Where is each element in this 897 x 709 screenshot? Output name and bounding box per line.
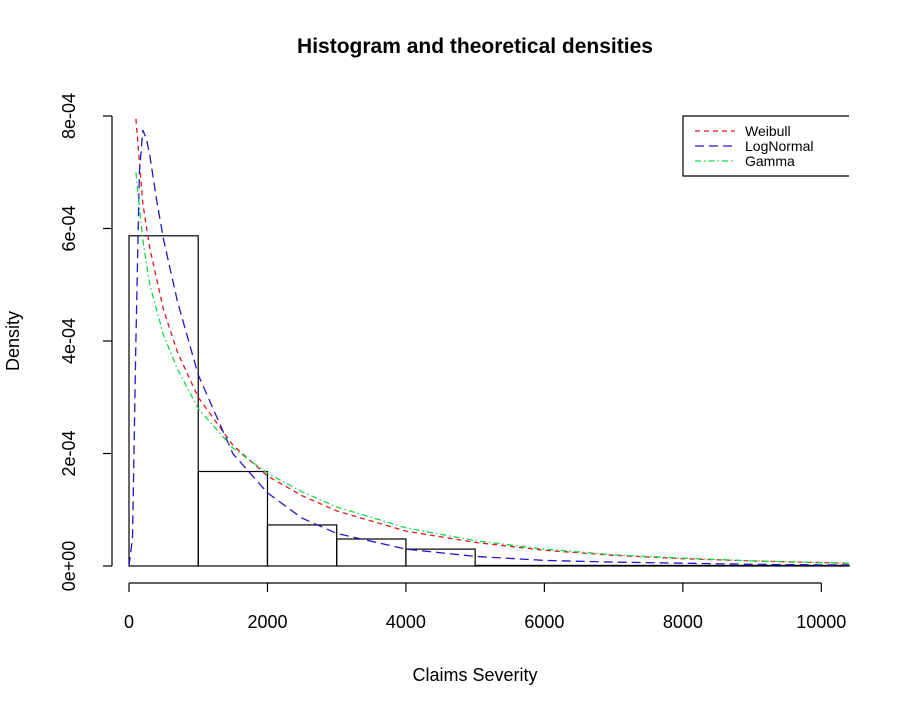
x-axis: 0 2000 4000 6000 8000 10000 [124, 582, 846, 632]
x-tick-label-3: 6000 [524, 612, 564, 632]
histogram-bar-5 [405, 548, 476, 567]
y-tick-label-4: 8e-04 [59, 93, 79, 139]
histogram-bar-10 [751, 564, 822, 567]
x-tick-label-0: 0 [124, 612, 134, 632]
x-axis-label: Claims Severity [412, 665, 537, 685]
legend-label-gamma: Gamma [745, 153, 795, 169]
histogram-bar-9 [682, 564, 753, 567]
y-tick-label-0: 0e+00 [59, 541, 79, 592]
histogram-bar-7 [543, 564, 615, 567]
x-tick-label-1: 2000 [247, 612, 287, 632]
curve-lognormal [128, 129, 849, 567]
curve-weibull [135, 118, 850, 564]
x-tick-label-5: 10000 [796, 612, 846, 632]
y-tick-label-2: 4e-04 [59, 318, 79, 364]
x-tick-label-4: 8000 [663, 612, 703, 632]
histogram-bar-6 [474, 564, 545, 567]
legend-label-weibull: Weibull [745, 123, 791, 139]
y-tick-label-3: 6e-04 [59, 205, 79, 251]
histogram-bar-1 [128, 235, 199, 567]
y-tick-label-1: 2e-04 [59, 430, 79, 476]
legend-label-lognormal: LogNormal [745, 138, 813, 154]
y-axis-label: Density [3, 311, 23, 371]
density-curves [128, 118, 850, 567]
y-axis: 0e+00 2e-04 4e-04 6e-04 8e-04 [59, 93, 113, 592]
curve-gamma [135, 172, 850, 564]
histogram-bar-3 [266, 524, 338, 567]
chart-title: Histogram and theoretical densities [297, 35, 653, 58]
histogram-bar-4 [336, 538, 407, 567]
histogram-bars [128, 235, 850, 567]
histogram-bar-2 [197, 470, 269, 567]
x-tick-label-2: 4000 [386, 612, 426, 632]
histogram-bar-8 [613, 564, 684, 567]
